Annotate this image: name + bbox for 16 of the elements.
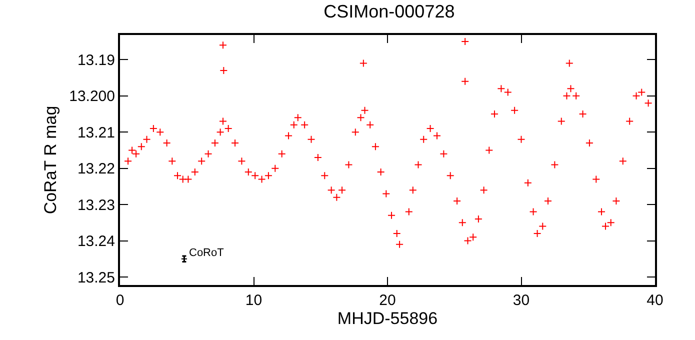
y-tick-label: 13.200: [69, 88, 115, 106]
y-tick-label: 13.23: [77, 196, 115, 214]
x-axis-title: MHJD-55896: [337, 309, 438, 328]
y-tick-label: 13.22: [77, 160, 115, 178]
x-tick-label: 20: [379, 292, 396, 309]
chart-title: CSIMon-000728: [324, 2, 455, 22]
x-tick-label: 10: [245, 292, 262, 309]
y-tick-label: 13.25: [77, 269, 115, 286]
x-tick-label: 30: [512, 292, 530, 309]
x-tick-label: 40: [646, 292, 664, 309]
y-tick-label: 13.19: [77, 52, 115, 69]
y-tick-label: 13.21: [77, 124, 115, 142]
series-label: CoRoT: [189, 247, 224, 259]
y-tick-label: 13.24: [77, 233, 115, 250]
x-tick-label: 0: [116, 292, 124, 309]
y-axis-title: CoRaT R mag: [41, 106, 60, 214]
